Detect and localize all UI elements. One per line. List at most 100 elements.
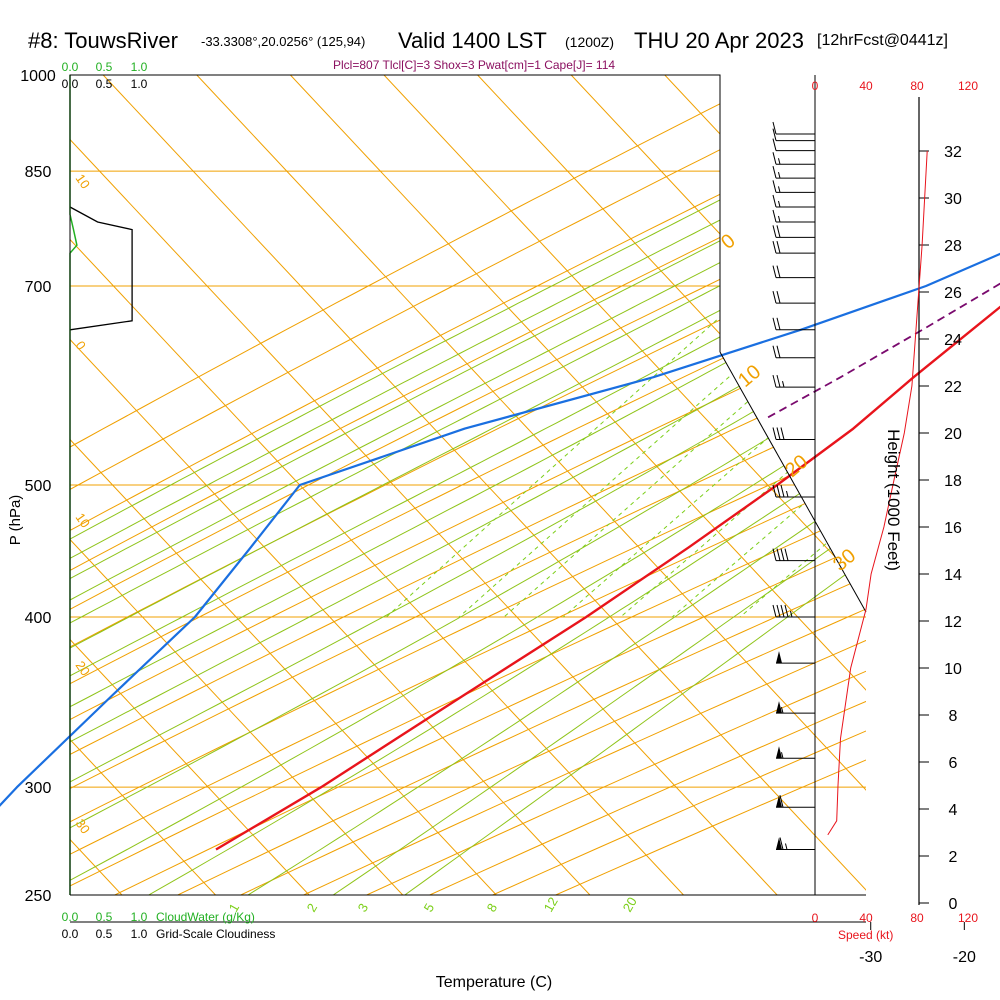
isotherm-line bbox=[70, 75, 778, 895]
wind-barb-half-flag bbox=[781, 752, 784, 759]
cloudiness-scale-bottom: 0.5 bbox=[96, 927, 113, 941]
station-coordinates: -33.3308°,20.0256° (125,94) bbox=[201, 34, 366, 49]
wind-barb-flag bbox=[772, 128, 777, 141]
dewpoint-line bbox=[0, 252, 1000, 807]
wind-barb-flag bbox=[784, 604, 789, 618]
wind-barb-flag bbox=[772, 604, 777, 618]
wind-barb bbox=[772, 138, 815, 152]
cloudwater-scale-bottom: 0.5 bbox=[96, 910, 113, 924]
wind-barb bbox=[772, 180, 815, 193]
height-tick-label: 14 bbox=[944, 567, 962, 584]
wind-barb bbox=[772, 265, 815, 279]
cloudiness-label: Grid-Scale Cloudiness bbox=[156, 927, 275, 941]
mixing-ratio-line bbox=[458, 75, 866, 618]
wind-barb-flag bbox=[780, 427, 785, 440]
height-tick-label: 12 bbox=[944, 614, 962, 631]
speed-tick-top: 80 bbox=[910, 79, 924, 93]
wind-barb-flag bbox=[776, 484, 781, 498]
wind-barb-flag bbox=[776, 374, 781, 388]
wind-barb-half-flag bbox=[778, 172, 781, 179]
isotherm-line bbox=[102, 75, 866, 895]
dry-adiabat-label: 10 bbox=[73, 510, 94, 530]
wind-barb bbox=[772, 209, 815, 223]
background-grid bbox=[70, 75, 866, 895]
wind-barb bbox=[772, 317, 815, 331]
height-tick-label: 22 bbox=[944, 379, 962, 396]
cloudwater-scale-top: 0.5 bbox=[96, 60, 113, 74]
valid-date: THU 20 Apr 2023 bbox=[634, 28, 804, 53]
mixing-ratio-label: 12 bbox=[541, 894, 561, 914]
wind-barb-flag bbox=[780, 484, 785, 498]
wind-barb-flag bbox=[772, 225, 777, 238]
isotherm-line bbox=[570, 75, 866, 895]
height-tick-label: 28 bbox=[944, 238, 962, 255]
wind-barb-half-flag bbox=[778, 186, 781, 193]
dry-adiabat-line bbox=[70, 75, 778, 895]
dry-adiabat-line bbox=[70, 75, 866, 895]
wind-barb-flag bbox=[772, 166, 777, 179]
dry-adiabat-line bbox=[177, 75, 866, 895]
cloudwater-scale-bottom: 0.0 bbox=[62, 910, 79, 924]
speed-tick-top: 120 bbox=[958, 79, 978, 93]
wind-barb bbox=[772, 194, 815, 208]
cloudwater-scale-top: 1.0 bbox=[131, 60, 148, 74]
x-tick-label: -30 bbox=[859, 949, 882, 966]
wind-barb-flag bbox=[776, 225, 781, 238]
wind-barb bbox=[772, 374, 815, 388]
x-axis-title: Temperature (C) bbox=[436, 974, 552, 991]
mixing-ratio-label: 5 bbox=[421, 901, 438, 915]
wind-speed-profile bbox=[827, 150, 928, 836]
wind-barb-flag bbox=[784, 548, 789, 561]
speed-tick-top: 0 bbox=[812, 79, 819, 93]
height-tick-label: 2 bbox=[949, 849, 958, 866]
wind-barb bbox=[772, 291, 815, 304]
wind-barb-flag bbox=[772, 138, 777, 151]
cloudiness-scale-bottom: 0.0 bbox=[62, 927, 79, 941]
wind-barb-flag bbox=[776, 265, 781, 278]
pressure-tick-label: 300 bbox=[25, 780, 52, 797]
wind-barb-flag bbox=[772, 484, 777, 498]
moist-adiabat-line bbox=[70, 75, 866, 895]
stability-parameters: Plcl=807 Tlcl[C]=3 Shox=3 Pwat[cm]=1 Cap… bbox=[333, 58, 616, 72]
wind-barb-flag bbox=[772, 374, 777, 388]
wind-barb-flag bbox=[776, 604, 781, 618]
speed-axis-title: Speed (kt) bbox=[838, 928, 893, 942]
wind-barb bbox=[772, 121, 815, 135]
wind-barb-flag bbox=[772, 427, 777, 440]
frame-top-left bbox=[69, 74, 721, 895]
wind-barb bbox=[772, 604, 815, 618]
wind-barb-half-flag bbox=[778, 200, 781, 208]
frame-diagonal bbox=[719, 351, 867, 613]
dry-adiabat-line bbox=[303, 75, 866, 895]
wind-barb bbox=[776, 837, 815, 850]
moist-adiabat-line bbox=[404, 75, 866, 895]
isotherm-line bbox=[290, 75, 866, 895]
wind-barb bbox=[772, 152, 815, 165]
wind-barb bbox=[772, 484, 815, 498]
dry-adiabat-line bbox=[70, 75, 866, 895]
height-tick-label: 16 bbox=[944, 520, 962, 537]
pressure-tick-label: 250 bbox=[25, 888, 52, 905]
pressure-tick-label: 1000 bbox=[20, 68, 56, 85]
speed-tick-bottom: 80 bbox=[910, 911, 924, 925]
wind-barb-flag bbox=[772, 121, 777, 135]
pressure-tick-label: 700 bbox=[25, 279, 52, 296]
wind-barb-flag bbox=[772, 317, 777, 330]
height-tick-label: 6 bbox=[949, 755, 958, 772]
dry-adiabat-line bbox=[70, 75, 866, 895]
wind-barb-flag bbox=[776, 427, 781, 440]
wind-barb-flag bbox=[780, 548, 785, 561]
cloudwater-scale-top: 0.0 bbox=[62, 60, 79, 74]
wind-barb-flag bbox=[772, 152, 777, 165]
mixing-ratio-label: 2 bbox=[304, 901, 321, 915]
isotherm-line bbox=[383, 75, 866, 895]
height-tick-label: 4 bbox=[949, 802, 958, 819]
dry-adiabat-label: 30 bbox=[73, 816, 94, 836]
cloudwater-scale-bottom: 1.0 bbox=[131, 910, 148, 924]
cloudiness-scale-bottom: 1.0 bbox=[131, 927, 148, 941]
axis-labels: -30-20-100102030402503004005007008501000… bbox=[20, 60, 976, 966]
wind-barb bbox=[776, 651, 815, 664]
cloudwater-label: CloudWater (g/Kg) bbox=[156, 910, 255, 924]
wind-barb-half-flag bbox=[781, 707, 784, 714]
height-tick-label: 20 bbox=[944, 426, 962, 443]
